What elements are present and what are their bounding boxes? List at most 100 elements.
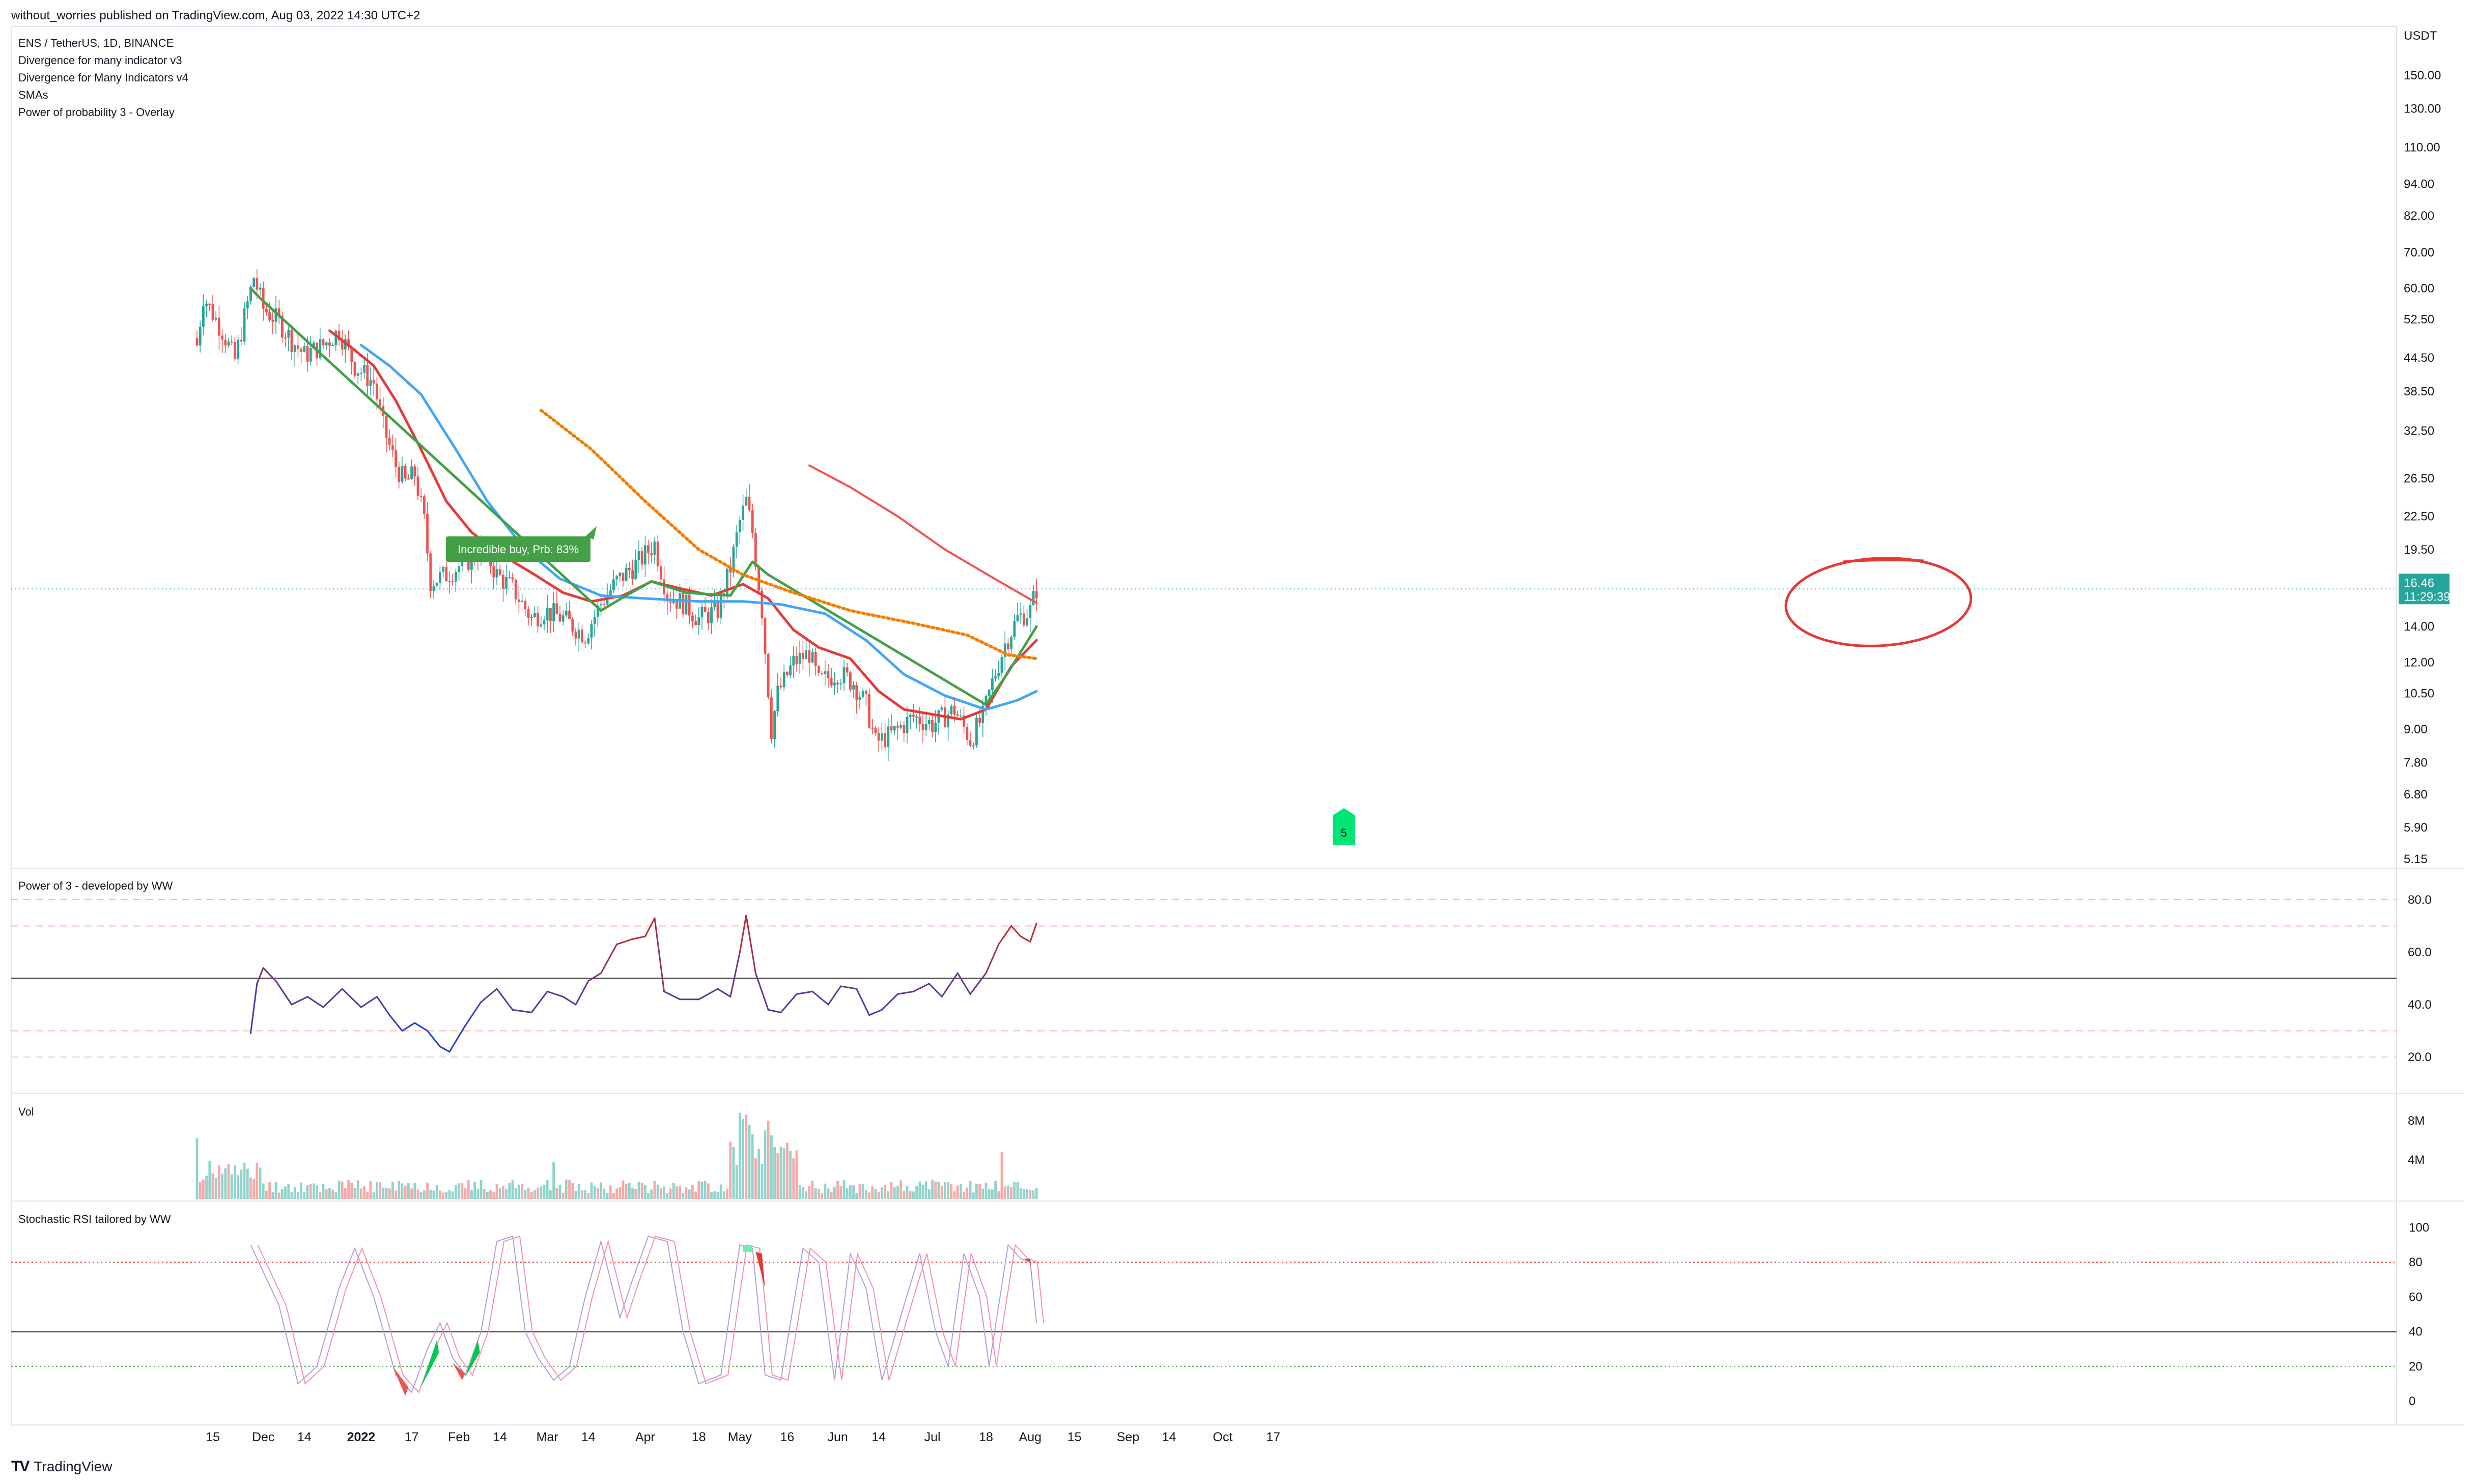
legend-study-3[interactable]: SMAs xyxy=(18,89,48,101)
power-line-segment xyxy=(256,967,264,985)
candle-body xyxy=(502,575,504,589)
volume-bar xyxy=(609,1185,612,1199)
volume-bar xyxy=(360,1188,362,1199)
volume-bar xyxy=(767,1121,770,1199)
signal-marker[interactable]: 5 xyxy=(1333,808,1355,845)
volume-bar xyxy=(480,1180,483,1199)
candle-body xyxy=(903,725,906,733)
volume-bar xyxy=(969,1181,972,1199)
volume-bar xyxy=(489,1190,492,1199)
legend-study-4[interactable]: Power of probability 3 - Overlay xyxy=(18,106,175,119)
candle-body xyxy=(606,595,609,605)
power-line-segment xyxy=(698,988,719,1001)
volume-bar xyxy=(827,1188,830,1199)
volume-bar xyxy=(937,1182,940,1199)
candle-body xyxy=(811,651,814,663)
stoch-pane-title[interactable]: Stochastic RSI tailored by WW xyxy=(18,1213,171,1225)
candle-body xyxy=(584,642,586,644)
volume-bar xyxy=(988,1189,991,1199)
legend-study-2[interactable]: Divergence for Many Indicators v4 xyxy=(18,71,188,84)
volume-bar xyxy=(237,1175,239,1199)
footer-brand[interactable]: TV TradingView xyxy=(11,1457,112,1477)
stoch-tick-label: 100 xyxy=(2409,1221,2429,1235)
candle-body xyxy=(274,308,277,322)
candle-body xyxy=(779,686,782,688)
buy-signal-label[interactable]: Incredible buy, Prb: 83% xyxy=(446,526,597,562)
time-tick-label: 2022 xyxy=(347,1430,376,1444)
volume-bar xyxy=(221,1173,223,1199)
candle-body xyxy=(1003,643,1006,658)
candle-body xyxy=(849,672,852,690)
price-tick-label: 110.00 xyxy=(2404,141,2440,155)
power-line-segment xyxy=(376,996,390,1016)
candle-body xyxy=(833,682,836,686)
volume-bar xyxy=(331,1189,334,1199)
highlight-circle[interactable] xyxy=(1784,554,1974,651)
legend-symbol[interactable]: ENS / TetherUS, 1D, BINANCE xyxy=(18,37,174,49)
volume-bar xyxy=(653,1181,656,1199)
volume-bar xyxy=(991,1189,994,1199)
volume-bar xyxy=(353,1188,356,1199)
volume-pane-title[interactable]: Vol xyxy=(18,1105,34,1118)
volume-bar xyxy=(903,1190,906,1199)
candle-body xyxy=(458,566,460,572)
power-line-segment xyxy=(512,1009,532,1013)
candle-body xyxy=(549,608,552,621)
candle-body xyxy=(325,342,328,346)
candle-body xyxy=(890,726,893,731)
volume-bar xyxy=(716,1192,719,1199)
candle-body xyxy=(344,339,347,350)
candle-body xyxy=(874,728,877,733)
candle-body xyxy=(694,621,697,625)
volume-bar xyxy=(770,1135,773,1199)
candle-body xyxy=(615,576,618,580)
candle-body xyxy=(259,288,262,290)
volume-bar xyxy=(931,1180,934,1199)
legend-study-1[interactable]: Divergence for many indicator v3 xyxy=(18,54,182,67)
power-line-segment xyxy=(439,1045,451,1053)
candle-body xyxy=(218,318,220,336)
volume-bar xyxy=(565,1179,568,1199)
volume-bar xyxy=(839,1186,842,1199)
volume-bar xyxy=(631,1188,634,1199)
price-tick-label: 5.15 xyxy=(2404,852,2428,866)
volume-bar xyxy=(729,1141,732,1199)
volume-bar xyxy=(640,1183,643,1199)
price-tick-label: 19.50 xyxy=(2404,543,2434,557)
candle-body xyxy=(524,601,527,610)
candle-body xyxy=(410,466,413,479)
candle-body xyxy=(839,683,842,684)
time-tick-label: 18 xyxy=(692,1430,706,1444)
volume-bar xyxy=(757,1149,760,1199)
volume-bar xyxy=(899,1180,902,1199)
price-tick-label: 150.00 xyxy=(2404,69,2441,82)
volume-bar xyxy=(984,1183,988,1199)
candle-body xyxy=(300,349,302,352)
volume-bar xyxy=(893,1187,896,1199)
power-pane-title[interactable]: Power of 3 - developed by WW xyxy=(18,879,173,892)
volume-bar xyxy=(423,1190,426,1199)
volume-bar xyxy=(858,1184,861,1199)
volume-bar xyxy=(1003,1186,1006,1199)
volume-bar xyxy=(584,1190,586,1199)
volume-bar xyxy=(618,1187,622,1199)
volume-bar xyxy=(739,1112,741,1199)
power-line-segment xyxy=(745,915,756,974)
volume-bar xyxy=(688,1189,691,1199)
volume-bar xyxy=(874,1189,877,1199)
volume-bar xyxy=(1007,1185,1009,1199)
candle-body xyxy=(792,655,795,666)
candle-body xyxy=(915,716,918,718)
candle-body xyxy=(224,339,227,346)
volume-bar xyxy=(644,1185,646,1199)
volume-bar xyxy=(451,1191,454,1199)
power-line-segment xyxy=(644,917,656,937)
candle-body xyxy=(827,671,830,678)
candle-body xyxy=(208,304,211,305)
volume-bar xyxy=(726,1188,728,1199)
candle-body xyxy=(379,399,381,406)
candle-body xyxy=(676,601,678,609)
candle-body xyxy=(571,619,574,632)
volume-bar xyxy=(366,1192,369,1199)
volume-bar xyxy=(379,1182,381,1199)
